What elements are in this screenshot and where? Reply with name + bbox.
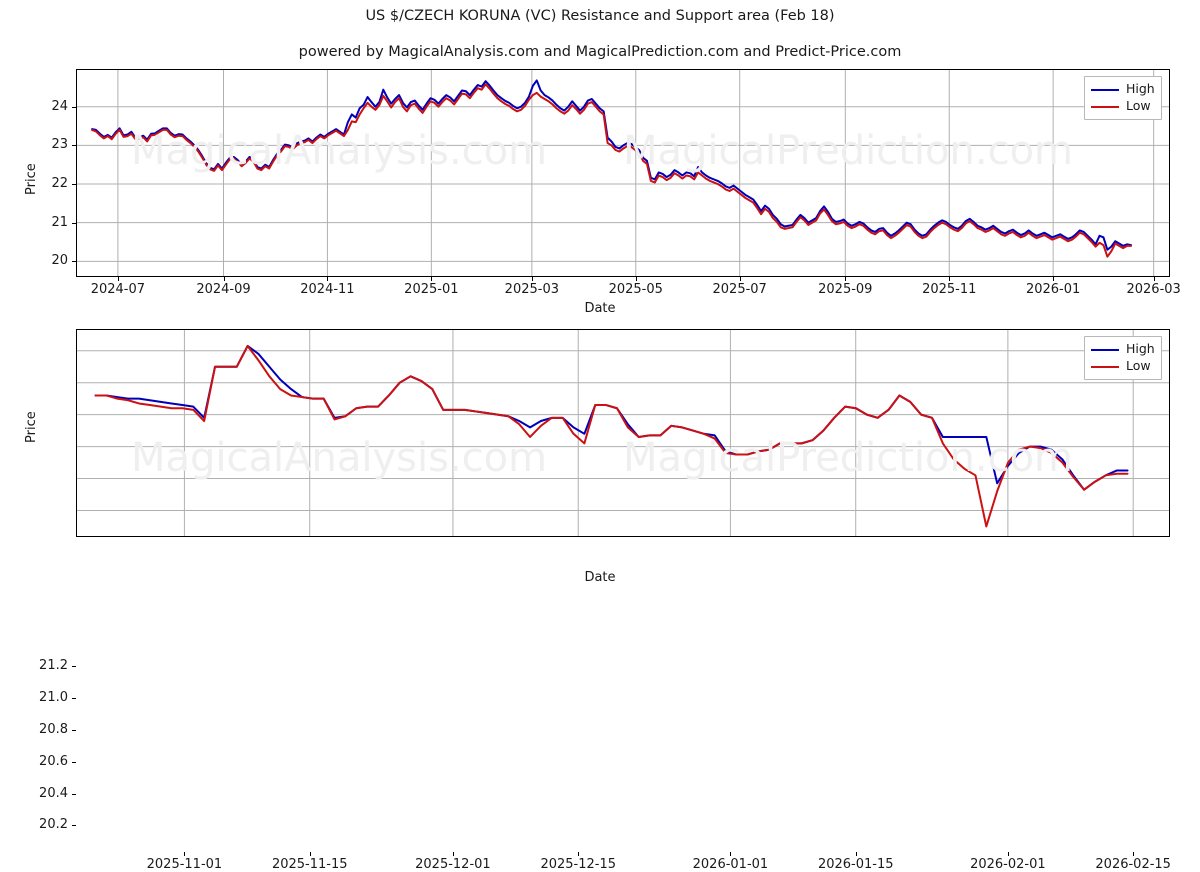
x-tick-mark [1133, 852, 1135, 856]
y-tick-mark [72, 184, 76, 185]
x-tick-label: 2025-03 [504, 282, 559, 297]
x-tick-mark [730, 852, 732, 856]
x-tick-label: 2026-01-15 [817, 857, 894, 872]
x-tick-label: 2025-05 [608, 282, 663, 297]
x-tick-label: 2025-12-01 [415, 857, 491, 872]
x-tick-label: 2026-01 [1025, 282, 1081, 297]
x-tick-mark [845, 277, 847, 281]
x-tick-mark [431, 277, 433, 281]
x-tick-mark [1153, 277, 1155, 281]
x-tick-mark [578, 852, 580, 856]
x-tick-mark [117, 277, 119, 281]
bottom-chart-svg [77, 330, 1169, 536]
bottom-chart-panel: Price 20.2 20.4 20.6 20.8 21.0 21.2 2025-11-0… [0, 315, 1200, 872]
y-tick-mark [72, 145, 76, 147]
x-tick-label: 2025-12-15 [540, 857, 617, 872]
y-tick-label: 20.4 [39, 785, 68, 801]
x-tick-mark [855, 852, 857, 856]
top-chart-panel: Price 20 21 22 23 24 2024-07 2024-09 2024-11 20… [0, 0, 1200, 316]
series-line-low [94, 344, 1129, 528]
x-tick-mark [1007, 852, 1009, 856]
x-tick-label: 2025-09 [818, 282, 873, 297]
series-line-low [91, 83, 1132, 258]
legend-swatch-low [1091, 365, 1119, 368]
legend-entry-high: High [1091, 341, 1155, 358]
x-tick-mark [949, 277, 951, 281]
x-tick-label: 2024-07 [90, 282, 146, 297]
top-chart-legend: High Low [1084, 76, 1162, 120]
y-tick-mark [72, 106, 76, 108]
x-tick-label: 2026-02-15 [1095, 857, 1171, 872]
top-chart-svg [77, 70, 1169, 276]
y-tick-label: 24 [51, 98, 68, 114]
bottom-chart-plot-area: MagicalAnalysis.com MagicalPrediction.co… [76, 329, 1170, 537]
y-tick-label: 20.6 [39, 753, 68, 769]
y-tick-mark [72, 793, 76, 795]
series-line-high [94, 344, 1129, 491]
legend-entry-high: High [1091, 81, 1155, 98]
y-tick-label: 20 [51, 253, 68, 269]
legend-label-low: Low [1126, 98, 1151, 114]
y-tick-mark [72, 697, 76, 699]
x-tick-label: 2025-11-01 [146, 857, 223, 872]
x-tick-label: 2026-02-01 [970, 857, 1046, 872]
x-tick-mark [309, 852, 311, 856]
x-tick-mark [739, 277, 741, 281]
x-tick-label: 2025-11 [922, 282, 977, 297]
legend-entry-low: Low [1091, 98, 1155, 115]
x-tick-mark [452, 852, 454, 856]
x-tick-mark [184, 852, 186, 856]
top-chart-x-axis-label: Date [584, 301, 616, 316]
x-tick-label: 2025-01 [404, 282, 459, 297]
x-tick-label: 2024-09 [196, 282, 251, 297]
x-tick-mark [1053, 277, 1055, 281]
x-tick-label: 2026-03 [1126, 282, 1181, 297]
y-tick-label: 22 [51, 176, 68, 191]
series-line-high [91, 79, 1132, 251]
x-tick-label: 2026-01-01 [692, 857, 769, 872]
top-chart-plot-area: MagicalAnalysis.com MagicalPrediction.co… [76, 69, 1170, 277]
bottom-chart-y-axis-label: Price [24, 411, 39, 443]
legend-entry-low: Low [1091, 358, 1155, 375]
y-tick-mark [72, 825, 76, 827]
legend-label-high: High [1126, 341, 1155, 357]
y-tick-mark [72, 222, 76, 224]
y-tick-label: 23 [51, 137, 68, 153]
legend-swatch-low [1091, 105, 1119, 108]
y-tick-mark [72, 729, 76, 731]
y-tick-mark [72, 761, 76, 763]
x-tick-label: 2024-11 [300, 282, 355, 297]
page-subtitle: powered by MagicalAnalysis.com and Magic… [298, 44, 902, 60]
x-tick-label: 2025-11-15 [271, 857, 348, 872]
legend-label-high: High [1126, 81, 1155, 97]
legend-swatch-high [1091, 88, 1119, 91]
page-title: US $/CZECH KORUNA (VC) Resistance and Su… [365, 8, 835, 24]
y-tick-mark [72, 261, 76, 263]
x-tick-mark [531, 277, 533, 281]
x-tick-mark [223, 277, 225, 281]
bottom-chart-legend: High Low [1084, 336, 1162, 380]
x-tick-label: 2025-07 [712, 282, 767, 297]
y-tick-mark [72, 665, 76, 667]
y-tick-label: 21 [51, 214, 68, 230]
x-tick-mark [635, 277, 637, 281]
legend-swatch-high [1091, 348, 1119, 351]
y-tick-label: 21.0 [39, 689, 68, 705]
legend-label-low: Low [1126, 358, 1151, 374]
y-tick-label: 21.2 [39, 657, 68, 673]
y-tick-label: 20.2 [39, 817, 68, 833]
y-tick-label: 20.8 [39, 721, 68, 737]
x-tick-mark [327, 277, 329, 281]
bottom-chart-x-axis-label: Date [584, 570, 616, 585]
